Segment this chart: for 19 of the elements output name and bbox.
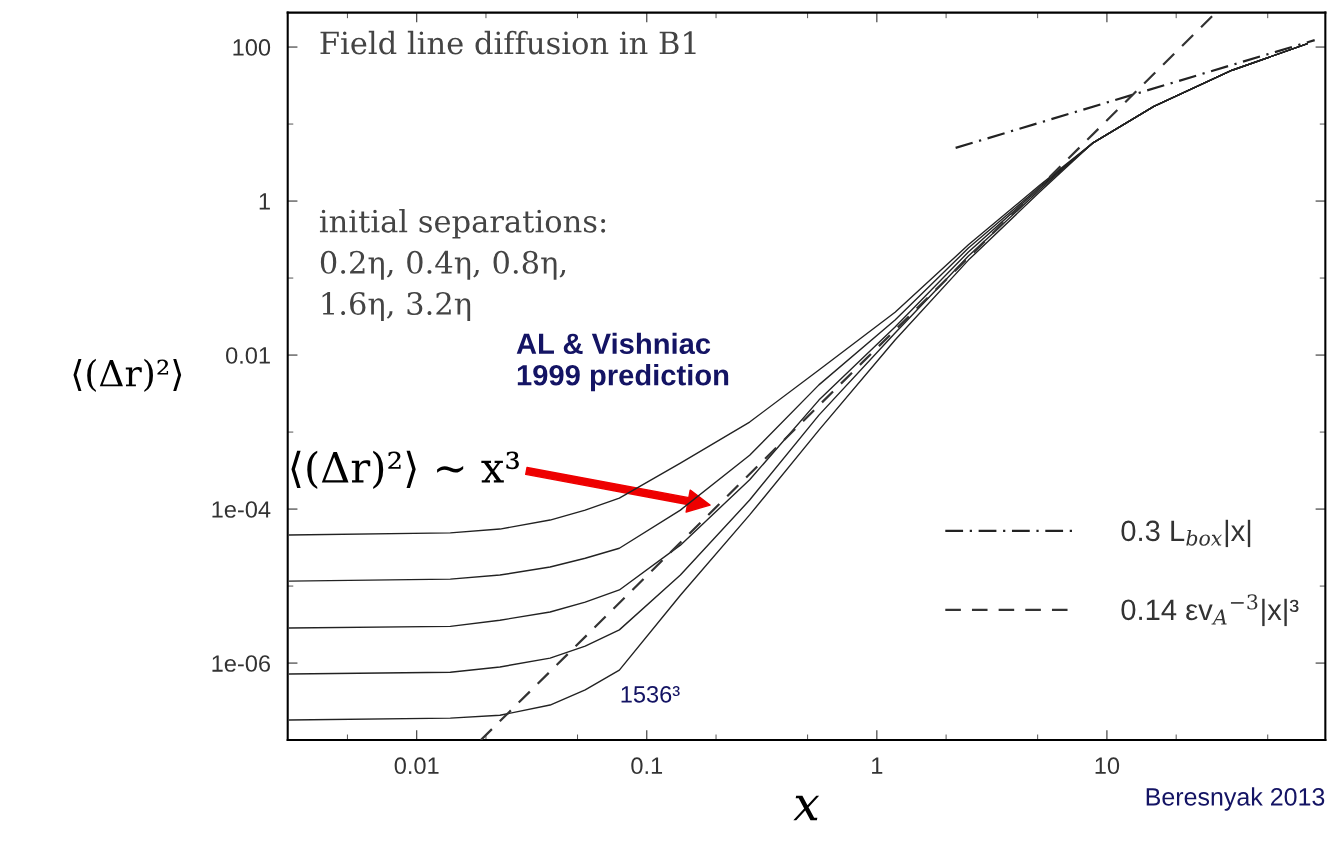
x-tick-label: 10 — [1095, 757, 1120, 775]
chart-title: Field line diffusion in B1 — [320, 30, 696, 55]
annotation: 1536³ — [621, 685, 680, 703]
annotation: initial separations: 0.2η, 0.4η, 0.8η, 1.6η, 3.2η — [319, 209, 606, 321]
text: Beresnyak 2013 — [1146, 787, 1325, 811]
y-tick-label: 100 — [233, 39, 271, 56]
x-tick-label: 0.01 — [394, 757, 439, 775]
y-tick-label: 1 — [259, 193, 270, 210]
legend-label: 0.3 L$_{box}$|x| — [1121, 519, 1251, 548]
annotation: ⟨(Δr)²⟩ ~ x³ — [291, 450, 519, 489]
x-tick-label: 1 — [872, 757, 883, 774]
x-tick-label: 0.1 — [631, 757, 663, 775]
y-tick-label: 1e-04 — [212, 501, 271, 518]
x-axis-title: x — [793, 795, 820, 821]
y-axis-title: ⟨(Δr)²⟩ — [73, 358, 182, 392]
y-tick-label: 0.01 — [226, 347, 270, 364]
annotation: AL & Vishniac 1999 prediction — [516, 332, 729, 392]
legend-label: 0.14 εv$_{A}$$^{−3}$|x|³ — [1121, 594, 1299, 627]
y-tick-label: 1e-06 — [212, 655, 271, 672]
